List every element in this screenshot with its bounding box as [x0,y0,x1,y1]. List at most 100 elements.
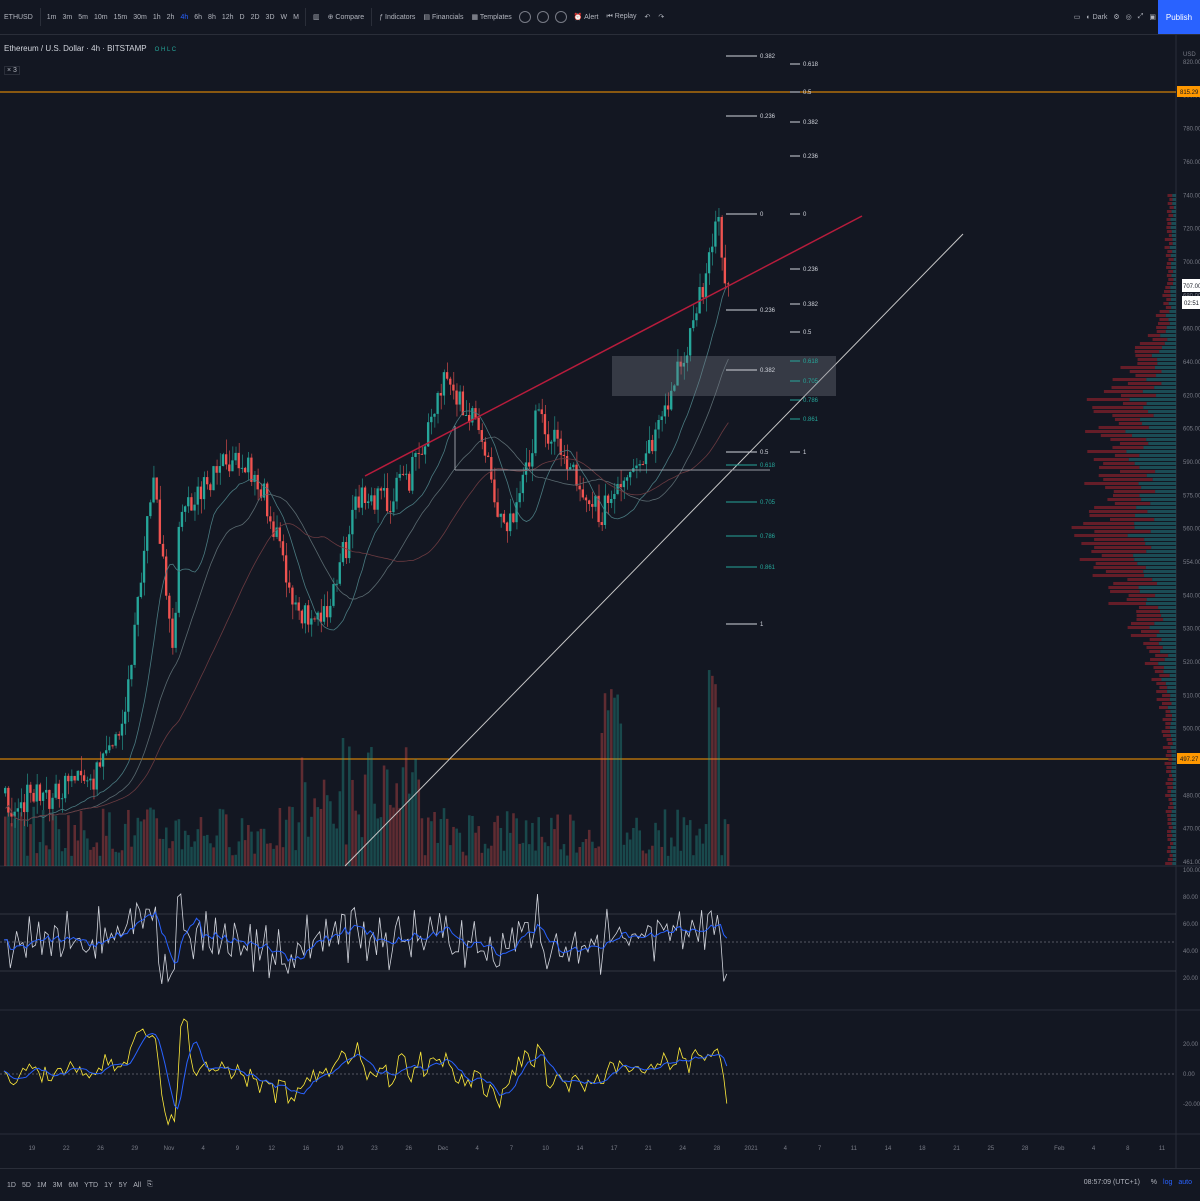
candle-body [123,711,127,724]
timeframe-12h[interactable]: 12h [221,13,234,21]
bar-style-icon[interactable]: ▥ [312,14,320,21]
timeframe-D[interactable]: D [239,13,245,21]
timeframe-5m[interactable]: 5m [78,13,88,21]
price-chart[interactable]: USD820.00800.00780.00760.00740.00720.007… [0,34,1200,1168]
volume-bar [319,808,323,866]
timeframe-3D[interactable]: 3D [265,13,275,21]
volume-bar [711,675,714,866]
volume-profile-bar [1159,674,1170,677]
auto-toggle[interactable]: auto [1178,1179,1192,1186]
rsi-axis-label: 60.00 [1183,922,1199,928]
template-circle-icon[interactable] [518,11,531,23]
volume-profile-bar [1165,306,1172,309]
volume-bar [89,849,92,866]
template-circle-icon[interactable] [554,11,567,23]
range-ytd[interactable]: YTD [84,1181,99,1189]
fib-level-label: 0.861 [803,417,819,423]
timeframe-3m[interactable]: 3m [62,13,73,21]
candle-body [584,497,588,501]
range-1m[interactable]: 1M [36,1181,47,1189]
range-5y[interactable]: 5Y [118,1181,128,1189]
publish-button[interactable]: Publish [1158,0,1200,34]
range-6m[interactable]: 6M [68,1181,79,1189]
alert-button[interactable]: ⏰ Alert [573,14,599,21]
volume-bar [578,846,582,866]
candle-body [711,246,714,253]
candle-body [187,497,190,507]
volume-profile-bar [1134,462,1176,465]
financials-button[interactable]: ▤ Financials [423,14,464,21]
candle-body [682,362,686,367]
volume-profile-bar [1166,766,1172,769]
fullscreen-icon[interactable]: ⤢ [1137,13,1144,20]
volume-bar [48,849,51,866]
time-axis-label: 4 [475,1146,479,1152]
range-all[interactable]: All [133,1181,142,1189]
candle-body [688,328,692,356]
volume-profile-bar [1172,858,1176,861]
volume-profile-bar [1167,690,1176,693]
volume-profile-bar [1167,742,1173,745]
volume-profile-bar [1148,426,1176,429]
templates-button[interactable]: ▦ Templates [471,14,512,21]
candle-body [534,410,537,454]
settings-icon[interactable]: ⚙ [1113,14,1120,21]
volume-bar [4,816,7,866]
range-1y[interactable]: 1Y [104,1181,113,1189]
volume-bar [493,822,496,866]
volume-profile-bar [1118,422,1143,425]
timeframe-30m[interactable]: 30m [133,13,147,21]
timeframe-10m[interactable]: 10m [93,13,108,21]
theme-toggle[interactable]: ◐ Dark [1086,13,1108,21]
volume-profile-bar [1134,526,1176,529]
layout-icon[interactable]: ▭ [1073,14,1081,21]
timeframe-15m[interactable]: 15m [113,13,128,21]
camera-icon[interactable]: ◎ [1125,14,1132,21]
volume-profile-bar [1171,266,1176,269]
timeframe-M[interactable]: M [293,13,299,21]
indicators-button[interactable]: ƒ Indicators [379,13,416,21]
range-1d[interactable]: 1D [7,1181,16,1189]
volume-bar [35,853,39,866]
indicator-collapse-button[interactable]: × 3 [4,66,20,75]
timeframe-2D[interactable]: 2D [250,13,260,21]
timeframe-6h[interactable]: 6h [194,13,203,21]
timeframe-8h[interactable]: 8h [208,13,216,21]
volume-profile-bar [1145,566,1176,569]
compare-button[interactable]: ⊕ Compare [327,14,365,21]
log-toggle[interactable]: log [1163,1179,1173,1186]
template-circle-icon[interactable] [536,11,549,23]
symbol-search[interactable]: ETHUSD [4,13,33,21]
candle-body [408,473,411,491]
timeframe-W[interactable]: W [280,13,288,21]
candle-body [569,467,572,470]
timeframe-2h[interactable]: 2h [166,13,175,21]
replay-button[interactable]: ⏮ Replay [606,13,637,20]
volume-profile-bar [1173,786,1176,789]
volume-bar [164,827,168,866]
candle-body [704,273,708,298]
range-3m[interactable]: 3M [52,1181,63,1189]
redo-icon[interactable]: ↷ [658,14,665,21]
volume-profile-bar [1136,614,1162,617]
date-range-icon[interactable]: ⎘ [147,1181,153,1188]
volume-profile-bar [1172,774,1176,777]
volume-bar [256,831,260,866]
timeframe-4h[interactable]: 4h [180,13,189,21]
range-5d[interactable]: 5D [21,1181,31,1189]
candle-body [139,582,143,598]
undo-icon[interactable]: ↶ [644,14,651,21]
percent-toggle[interactable]: % [1150,1179,1158,1186]
timeframe-1m[interactable]: 1m [46,13,57,21]
timeframe-1h[interactable]: 1h [152,13,161,21]
volume-bar [111,848,114,866]
volume-profile-bar [1165,314,1176,317]
candle-body [127,679,130,712]
ascending-trendline [344,233,964,867]
volume-bar [76,840,80,866]
price-tick-label: 510.00 [1183,693,1200,699]
snapshot-icon[interactable]: ▣ [1149,14,1156,21]
volume-profile-bar [1166,274,1172,277]
volume-bar [392,807,395,866]
volume-profile-bar [1171,210,1176,213]
